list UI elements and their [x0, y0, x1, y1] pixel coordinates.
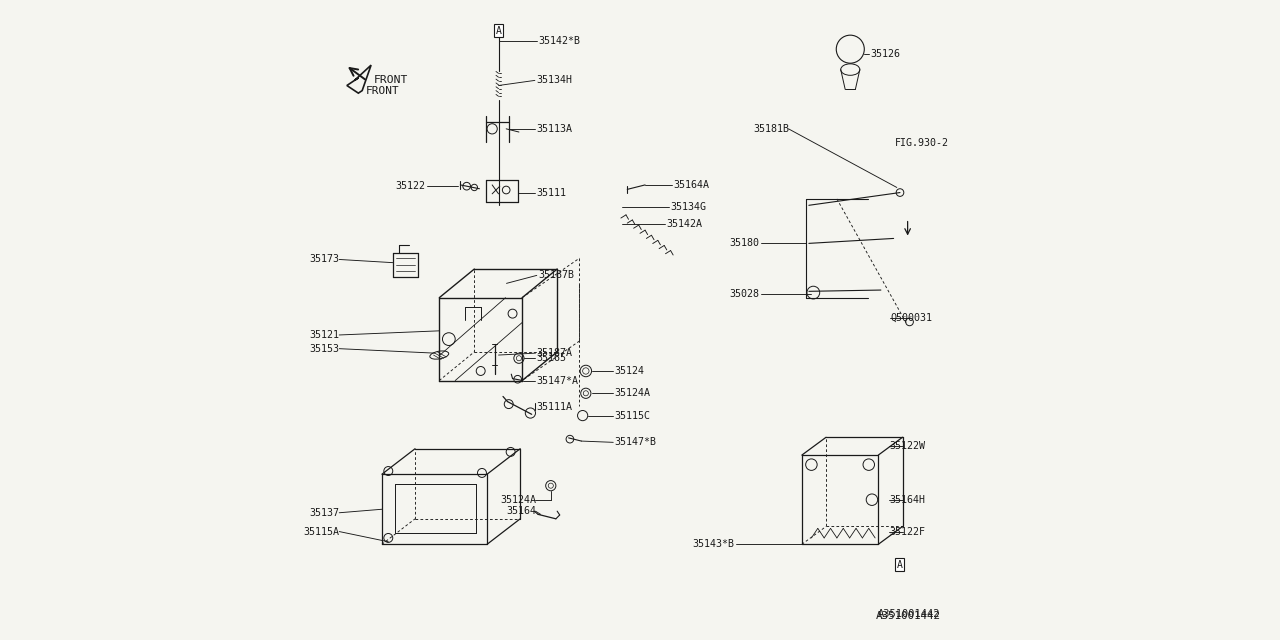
Text: Q500031: Q500031 [891, 313, 932, 323]
Text: 35187A: 35187A [536, 348, 572, 358]
Text: 35122W: 35122W [890, 441, 925, 451]
Text: 35137: 35137 [310, 508, 339, 518]
Text: 35181B: 35181B [754, 124, 790, 134]
Text: 35126: 35126 [870, 49, 901, 59]
Text: 35165: 35165 [536, 353, 567, 364]
Text: 35115A: 35115A [303, 527, 339, 536]
Text: 35121: 35121 [310, 330, 339, 340]
Text: 35115C: 35115C [614, 411, 650, 420]
Text: 35153: 35153 [310, 344, 339, 354]
Text: A351001442: A351001442 [876, 611, 941, 621]
Text: FRONT: FRONT [374, 76, 408, 85]
Text: 35164: 35164 [507, 506, 536, 516]
Text: 35122F: 35122F [890, 527, 925, 536]
Text: 35111A: 35111A [536, 402, 572, 412]
Text: 35164A: 35164A [673, 180, 709, 190]
Text: 35124A: 35124A [500, 495, 536, 505]
Text: A: A [896, 560, 902, 570]
Text: 35180: 35180 [730, 238, 760, 248]
Text: 35124A: 35124A [614, 388, 650, 398]
Text: 35111: 35111 [536, 188, 567, 198]
Text: 35187B: 35187B [538, 270, 573, 280]
Text: 35134G: 35134G [669, 202, 707, 212]
Text: 35143*B: 35143*B [692, 540, 735, 549]
Text: FRONT: FRONT [366, 86, 399, 95]
Text: 35142A: 35142A [667, 220, 703, 229]
Text: 35142*B: 35142*B [538, 36, 580, 46]
Text: 35173: 35173 [310, 255, 339, 264]
Text: 35122: 35122 [396, 181, 425, 191]
Text: FIG.930-2: FIG.930-2 [895, 138, 948, 148]
Text: A: A [495, 26, 502, 36]
Text: 35124: 35124 [614, 366, 645, 376]
Text: 35164H: 35164H [890, 495, 925, 505]
Text: 35147*A: 35147*A [536, 376, 579, 385]
Text: 35113A: 35113A [536, 124, 572, 134]
Text: 35147*B: 35147*B [614, 437, 657, 447]
Text: 35028: 35028 [730, 289, 760, 299]
Text: A351001442: A351001442 [878, 609, 941, 620]
Text: 35134H: 35134H [536, 76, 572, 85]
